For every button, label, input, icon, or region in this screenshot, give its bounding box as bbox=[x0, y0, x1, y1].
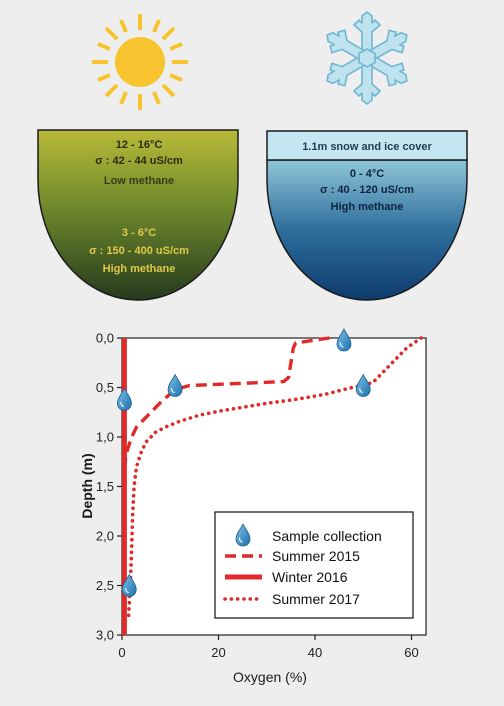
sample-collection-marker bbox=[167, 373, 183, 397]
x-tick-label: 60 bbox=[404, 645, 418, 660]
sun-icon bbox=[92, 14, 188, 110]
legend-label: Sample collection bbox=[272, 528, 382, 544]
summer-bottom-temp: 3 - 6°C bbox=[122, 227, 156, 239]
y-tick-label: 0,5 bbox=[96, 380, 114, 395]
legend-sample-collection-icon bbox=[235, 523, 251, 547]
sample-collection-marker bbox=[355, 373, 371, 397]
summer-bottom-conductivity: σ : 150 - 400 uS/cm bbox=[89, 245, 189, 257]
legend-label: Summer 2017 bbox=[272, 591, 360, 607]
snowflake-icon bbox=[319, 11, 415, 105]
sample-collection-marker bbox=[121, 573, 137, 597]
y-tick-label: 3,0 bbox=[96, 628, 114, 643]
x-axis-label: Oxygen (%) bbox=[233, 669, 307, 685]
legend-label: Winter 2016 bbox=[272, 569, 348, 585]
y-tick-label: 0,0 bbox=[96, 331, 114, 346]
ice-cover bbox=[266, 130, 468, 161]
summer-surface-conductivity: σ : 42 - 44 uS/cm bbox=[95, 155, 183, 167]
oxygen-depth-chart: 0 20 40 600,00,51,01,52,02,53,0 Oxygen (%) … bbox=[79, 328, 427, 685]
winter-conductivity: σ : 40 - 120 uS/cm bbox=[320, 184, 414, 196]
y-axis-label: Depth (m) bbox=[79, 453, 95, 518]
summer-surface-methane: Low methane bbox=[104, 175, 174, 187]
y-tick-label: 1,0 bbox=[96, 430, 114, 445]
legend-label: Summer 2015 bbox=[272, 548, 360, 564]
series-summer-2017 bbox=[126, 336, 423, 622]
summer-bottom-methane: High methane bbox=[103, 263, 176, 275]
sample-collection-marker bbox=[336, 328, 352, 352]
sample-collection-marker bbox=[117, 387, 132, 411]
series-summer-2015 bbox=[122, 336, 330, 487]
winter-methane: High methane bbox=[331, 201, 404, 213]
y-tick-label: 2,0 bbox=[96, 529, 114, 544]
x-tick-label: 20 bbox=[211, 645, 225, 660]
summer-lake: 12 - 16°C σ : 42 - 44 uS/cm Low methane … bbox=[37, 129, 239, 301]
y-tick-label: 1,5 bbox=[96, 479, 114, 494]
y-tick-label: 2,5 bbox=[96, 578, 114, 593]
legend: Sample collection Summer 2015 Winter 2016 S… bbox=[214, 511, 414, 619]
x-tick-label: 40 bbox=[308, 645, 322, 660]
winter-temp: 0 - 4°C bbox=[350, 168, 384, 180]
winter-lake: 1.1m snow and ice cover 0 - 4°C σ : 40 -… bbox=[266, 130, 468, 301]
x-tick-label: 0 bbox=[118, 645, 125, 660]
legend-box bbox=[214, 511, 414, 619]
summer-surface-temp: 12 - 16°C bbox=[116, 139, 163, 151]
winter-ice-cover-label: 1.1m snow and ice cover bbox=[302, 141, 432, 153]
